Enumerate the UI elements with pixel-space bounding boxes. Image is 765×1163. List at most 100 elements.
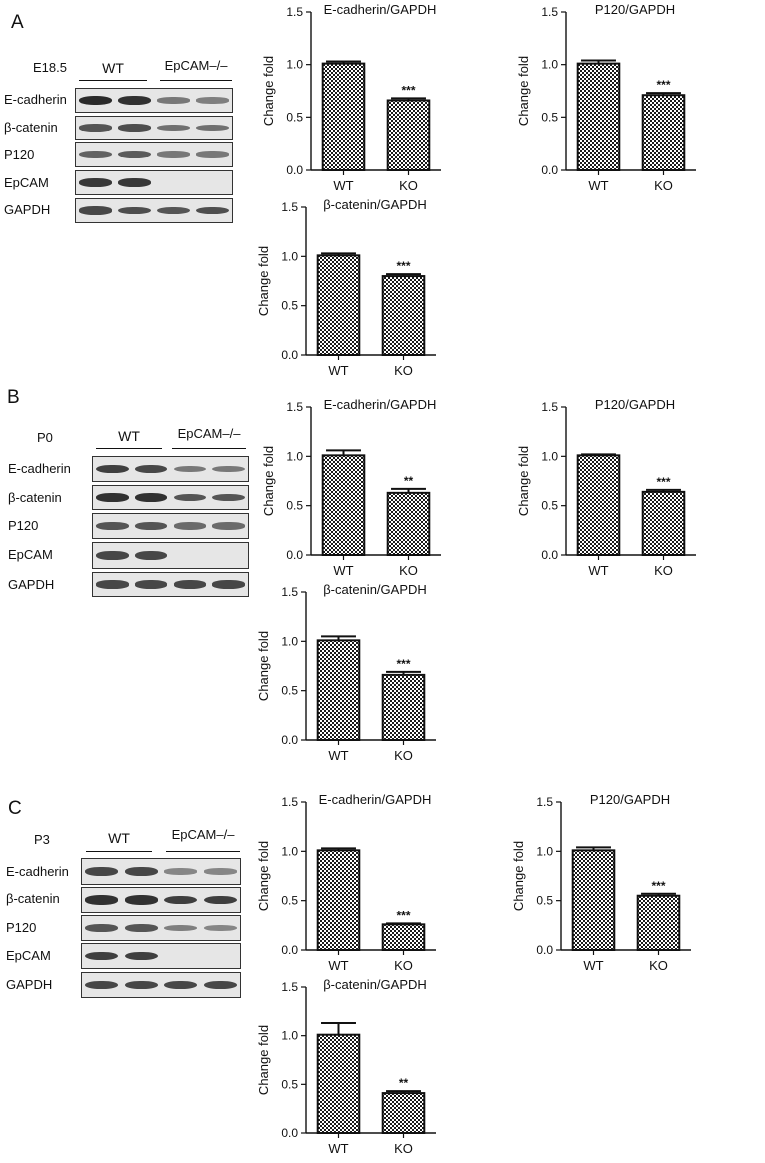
protein-band — [196, 206, 229, 215]
group-label-wt: WT — [118, 428, 140, 444]
protein-band — [118, 150, 151, 159]
x-tick-label: KO — [394, 363, 413, 378]
bar — [381, 275, 426, 356]
bar-chart: P120/GAPDH Change fold 0.0 0.5 1.0 1.5 WT *** KO — [516, 2, 696, 193]
chart-title: β-catenin/GAPDH — [323, 197, 427, 212]
x-tick-label: WT — [328, 1141, 348, 1156]
protein-label: E-cadherin — [6, 864, 69, 879]
group-label-wt: WT — [108, 830, 130, 846]
protein-label: EpCAM — [6, 948, 51, 963]
protein-band — [157, 97, 190, 104]
y-axis-label: Change fold — [256, 631, 271, 701]
chart-title: β-catenin/GAPDH — [323, 977, 427, 992]
protein-band — [157, 206, 190, 215]
x-tick-label: KO — [654, 563, 673, 578]
group-underline — [172, 448, 246, 449]
protein-label: GAPDH — [8, 577, 55, 592]
blot-strip — [92, 572, 249, 597]
protein-label: GAPDH — [6, 977, 53, 992]
y-tick-label: 1.5 — [286, 5, 303, 19]
y-axis-label: Change fold — [261, 56, 276, 126]
panel-label: C — [8, 798, 22, 819]
y-axis-label: Change fold — [256, 1025, 271, 1095]
protein-band — [212, 493, 245, 502]
protein-band — [96, 580, 129, 589]
y-tick-label: 1.0 — [541, 449, 558, 463]
bar — [316, 639, 361, 742]
blot-strip — [75, 116, 233, 140]
panel-label: B — [7, 387, 20, 408]
y-tick-label: 0.0 — [281, 943, 298, 957]
protein-label: β-catenin — [6, 891, 60, 906]
significance-label: ** — [399, 1076, 409, 1090]
protein-band — [164, 980, 198, 990]
protein-band — [118, 124, 151, 132]
x-tick-label: KO — [649, 958, 668, 973]
protein-band — [79, 150, 112, 159]
y-tick-label: 1.0 — [536, 844, 553, 858]
blot-strip — [92, 542, 249, 569]
stage-label: P3 — [34, 832, 50, 847]
protein-band — [212, 465, 245, 473]
bar-chart: E-cadherin/GAPDH Change fold 0.0 0.5 1.0 1.5 W… — [261, 2, 441, 193]
y-tick-label: 0.5 — [281, 1077, 298, 1091]
protein-band — [212, 522, 245, 530]
y-tick-label: 0.5 — [541, 499, 558, 513]
stage-label: E18.5 — [33, 60, 67, 75]
significance-label: *** — [396, 259, 410, 273]
protein-label: β-catenin — [4, 120, 58, 135]
x-tick-label: KO — [399, 563, 418, 578]
protein-band — [118, 96, 151, 105]
protein-band — [96, 493, 129, 502]
y-tick-label: 0.0 — [536, 943, 553, 957]
significance-label: *** — [656, 78, 670, 92]
protein-band — [203, 980, 237, 990]
protein-band — [124, 867, 158, 876]
bar — [571, 849, 616, 952]
group-underline — [166, 851, 240, 852]
x-tick-label: KO — [394, 1141, 413, 1156]
protein-band — [124, 923, 158, 932]
protein-band — [85, 923, 119, 932]
protein-band — [173, 580, 207, 589]
bar-chart: β-catenin/GAPDH Change fold 0.0 0.5 1.0 1.5 WT… — [256, 977, 436, 1156]
protein-band — [124, 980, 158, 990]
y-tick-label: 1.5 — [281, 795, 298, 809]
y-tick-label: 0.0 — [541, 548, 558, 562]
x-tick-label: KO — [654, 178, 673, 193]
chart-title: P120/GAPDH — [595, 397, 675, 412]
protein-band — [203, 868, 237, 875]
stage-label: P0 — [37, 430, 53, 445]
group-label-ko: EpCAM–/– — [164, 58, 228, 73]
bar-chart: P120/GAPDH Change fold 0.0 0.5 1.0 1.5 WT *** KO — [511, 792, 691, 973]
x-tick-label: WT — [588, 563, 608, 578]
y-tick-label: 1.5 — [281, 980, 298, 994]
protein-band — [164, 895, 198, 905]
chart-title: E-cadherin/GAPDH — [324, 2, 437, 17]
protein-band — [79, 95, 112, 106]
y-axis-label: Change fold — [511, 841, 526, 911]
group-label-ko: EpCAM–/– — [177, 426, 241, 441]
protein-band — [96, 521, 129, 530]
protein-band — [157, 124, 190, 132]
x-tick-label: WT — [333, 563, 353, 578]
significance-label: *** — [401, 83, 415, 97]
protein-label: P120 — [4, 147, 35, 162]
bar — [636, 894, 681, 951]
bar — [381, 673, 426, 741]
protein-band — [196, 124, 229, 132]
y-axis-label: Change fold — [516, 56, 531, 126]
y-tick-label: 1.5 — [281, 585, 298, 599]
y-axis-label: Change fold — [256, 246, 271, 316]
significance-label: *** — [651, 879, 665, 893]
protein-band — [173, 465, 207, 473]
group-underline — [96, 448, 162, 449]
protein-label: GAPDH — [4, 202, 51, 217]
protein-band — [124, 951, 158, 961]
protein-label: E-cadherin — [8, 461, 71, 476]
blot-strip — [75, 170, 233, 195]
significance-label: *** — [656, 475, 670, 489]
y-tick-label: 1.5 — [536, 795, 553, 809]
protein-label: EpCAM — [4, 175, 49, 190]
blot-strip — [75, 198, 233, 223]
